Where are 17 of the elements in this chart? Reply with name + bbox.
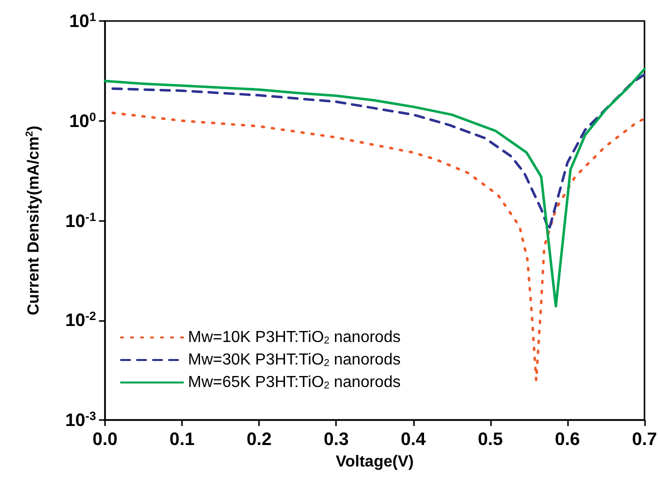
line-series (111, 73, 646, 232)
x-tick-label: 0.1 (170, 429, 195, 449)
y-tick-label: 10$^{-3}$ (65, 409, 96, 430)
y-tick-label: 10$^{-1}$ (65, 210, 96, 232)
y-axis-title: Current Density(mA/cm2) (24, 126, 42, 316)
y-tick-label: 10$^{-2}$ (65, 309, 96, 332)
x-tick-label: 0.6 (554, 429, 580, 449)
x-tick-label: 0.4 (400, 429, 426, 449)
x-tick-label: 0.0 (92, 429, 118, 449)
x-tick-label: 0.5 (478, 429, 503, 449)
x-axis-title: Voltage(V) (336, 454, 414, 470)
x-tick-label: 0.7 (632, 429, 658, 449)
line-series (104, 68, 646, 308)
x-tick-label: 0.3 (324, 429, 349, 449)
y-tick-label: 10$^{0}$ (69, 110, 96, 132)
y-tick-label: 10$^{1}$ (69, 10, 96, 32)
x-tick-label: 0.2 (246, 429, 272, 449)
